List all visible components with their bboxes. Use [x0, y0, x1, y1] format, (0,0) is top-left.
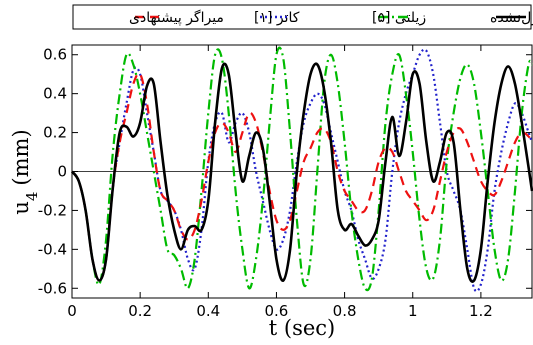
- series-line-3: [71, 72, 533, 282]
- legend-label: زیلتی [۵]: [372, 10, 426, 26]
- y-tick-label: -0.2: [38, 201, 67, 219]
- y-axis-label-unit: (mm): [9, 129, 33, 185]
- legend-label: کاتر [۱]: [254, 10, 300, 26]
- y-tick-label: 0.4: [43, 85, 67, 103]
- y-axis-label-subscript: 4: [23, 192, 41, 202]
- legend-box: [72, 4, 532, 30]
- x-tick-label: 1.2: [469, 302, 493, 320]
- y-tick-label: 0.2: [43, 124, 67, 142]
- legend-label: میراگر پیشنهادی: [129, 9, 224, 26]
- x-tick-label: 1: [408, 302, 418, 320]
- x-tick-label: 0.2: [128, 302, 152, 320]
- x-tick-label: 0.4: [196, 302, 220, 320]
- series-line-0: [70, 62, 533, 283]
- y-tick-label: -0.4: [38, 240, 67, 258]
- series-line-1: [71, 46, 533, 292]
- legend-label: کنترل‌نشده: [490, 10, 533, 26]
- y-axis-label: u4 (mm): [9, 129, 41, 214]
- y-tick-label: 0.6: [43, 46, 67, 64]
- y-tick-label: -0.6: [38, 279, 67, 297]
- x-tick-label: 0.6: [265, 302, 289, 320]
- x-tick-label: 0: [67, 302, 77, 320]
- y-tick-label: 0: [57, 163, 67, 181]
- x-axis-label: t (sec): [269, 316, 335, 340]
- x-tick-label: 0.8: [333, 302, 357, 320]
- legend: کنترل‌نشده زیلتی [۵] کاتر [۱] میراگر پیشنها…: [72, 4, 533, 30]
- y-axis-label-main: u: [9, 201, 33, 215]
